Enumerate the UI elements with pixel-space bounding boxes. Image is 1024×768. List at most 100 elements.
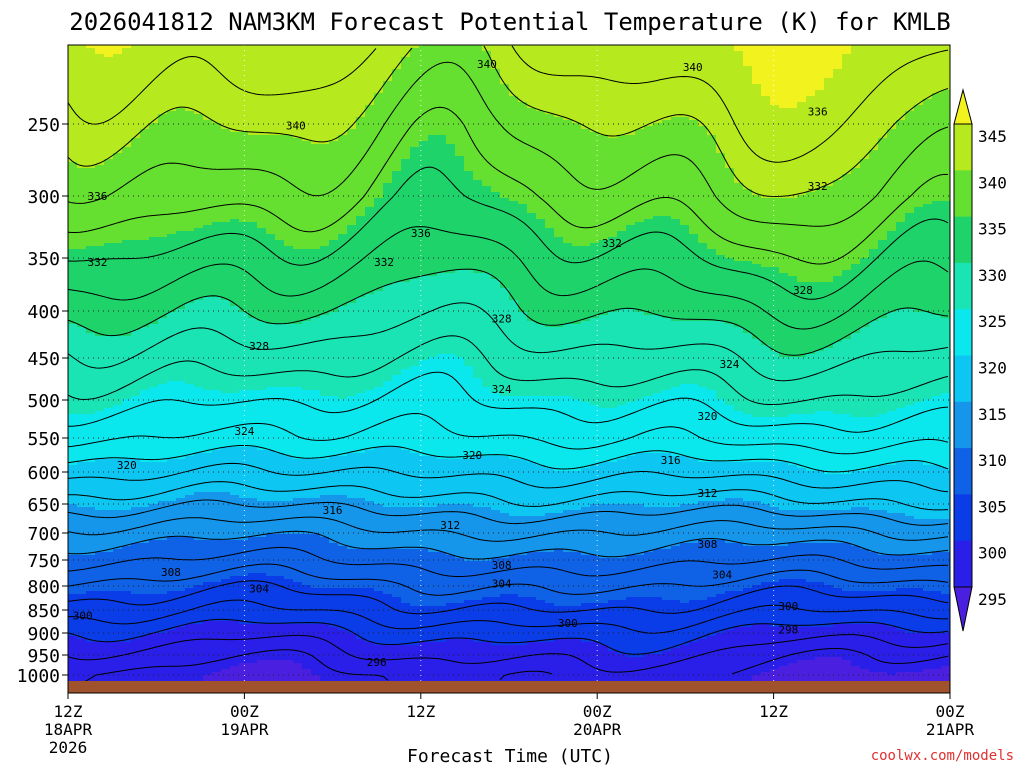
- field-cell: [473, 180, 483, 274]
- field-cell: [383, 81, 393, 184]
- field-cell: [941, 552, 950, 595]
- field-cell: [923, 45, 933, 100]
- field-cell: [248, 318, 258, 391]
- field-cell: [842, 54, 852, 175]
- field-cell: [581, 321, 591, 403]
- field-cell: [563, 324, 573, 397]
- field-cell: [599, 240, 609, 316]
- field-cell: [86, 555, 96, 592]
- field-cell: [104, 243, 114, 337]
- field-cell: [95, 45, 105, 55]
- field-cell: [320, 396, 330, 460]
- field-cell: [797, 510, 807, 544]
- field-cell: [437, 504, 447, 553]
- field-cell: [257, 573, 267, 625]
- field-cell: [185, 45, 195, 112]
- field-cell: [563, 45, 573, 121]
- y-tick-label: 950: [27, 646, 60, 667]
- contour-label: 340: [477, 58, 497, 71]
- field-cell: [536, 465, 546, 517]
- field-cell: [410, 366, 420, 454]
- field-cell: [149, 324, 159, 388]
- field-cell: [509, 201, 519, 301]
- field-cell: [752, 264, 762, 340]
- field-cell: [851, 45, 861, 169]
- contour-label-text: 308: [161, 566, 181, 579]
- field-cell: [176, 498, 186, 538]
- field-cell: [482, 387, 492, 457]
- field-cell: [527, 642, 537, 693]
- field-cell: [590, 132, 600, 244]
- field-cell: [698, 387, 708, 463]
- field-cell: [941, 45, 950, 91]
- field-cell: [149, 45, 159, 124]
- field-cell: [284, 387, 294, 457]
- field-cell: [293, 624, 303, 664]
- field-cell: [383, 507, 393, 550]
- contour-line-336: [68, 106, 949, 265]
- contour-label: 308: [492, 559, 512, 572]
- y-tick-label: 300: [27, 187, 60, 208]
- contour-label: 336: [87, 190, 107, 203]
- field-cell: [131, 507, 141, 544]
- field-cell: [158, 462, 168, 502]
- field-cell: [680, 384, 690, 457]
- field-cell: [500, 396, 510, 457]
- field-cell: [320, 459, 330, 496]
- field-cell: [905, 516, 915, 556]
- field-cell: [860, 549, 870, 592]
- field-cell: [338, 135, 348, 235]
- field-cell: [122, 45, 132, 49]
- field-cell: [770, 198, 780, 268]
- field-cell: [221, 579, 231, 622]
- field-cell: [878, 624, 888, 673]
- field-cell: [194, 228, 204, 301]
- field-cell: [554, 471, 564, 514]
- field-cell: [392, 549, 402, 598]
- field-cell: [167, 312, 177, 382]
- field-cell: [491, 45, 501, 70]
- field-cell: [590, 405, 600, 466]
- field-cell: [932, 591, 942, 634]
- field-cell: [563, 396, 573, 472]
- colorbar-label: 305: [978, 497, 1007, 516]
- field-cell: [275, 534, 285, 577]
- contour-label-text: 340: [477, 58, 497, 71]
- field-cell: [509, 645, 519, 693]
- field-cell: [725, 258, 735, 325]
- field-cell: [455, 156, 465, 271]
- field-cell: [572, 606, 582, 640]
- field-cell: [536, 396, 546, 466]
- field-cell: [896, 45, 906, 121]
- field-cell: [536, 45, 546, 112]
- field-cell: [365, 501, 375, 550]
- field-cell: [284, 135, 294, 247]
- field-cell: [518, 45, 528, 103]
- field-cell: [500, 84, 510, 199]
- field-cell: [212, 297, 222, 391]
- field-cell: [662, 453, 672, 508]
- field-cell: [113, 54, 123, 154]
- field-cell: [761, 267, 771, 346]
- field-cell: [401, 57, 411, 160]
- field-cell: [887, 627, 897, 676]
- contour-label: 324: [492, 383, 512, 396]
- contour-label: 328: [793, 284, 813, 297]
- field-cell: [743, 261, 753, 334]
- field-cell: [680, 645, 690, 693]
- field-cell: [914, 519, 924, 556]
- contour-label: 336: [411, 227, 431, 240]
- field-cell: [878, 414, 888, 466]
- field-cell: [428, 135, 438, 277]
- field-cell: [347, 549, 357, 589]
- field-cell: [455, 270, 465, 358]
- field-cell: [122, 591, 132, 643]
- field-cell: [266, 534, 276, 577]
- field-cell: [851, 264, 861, 334]
- field-cell: [257, 390, 267, 451]
- field-cell: [815, 627, 825, 658]
- field-cell: [761, 345, 771, 418]
- field-cell: [131, 543, 141, 595]
- field-cell: [941, 666, 950, 693]
